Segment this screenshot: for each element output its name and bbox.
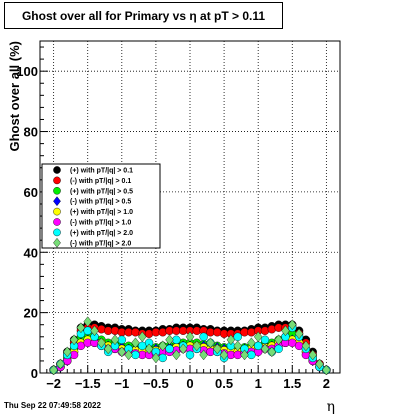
x-tick-label: −1 [114, 376, 129, 391]
legend-marker [53, 228, 61, 237]
legend-marker [53, 196, 61, 207]
data-point [97, 325, 106, 334]
series-8 [49, 316, 331, 376]
data-point [288, 319, 297, 331]
data-point [253, 331, 263, 343]
data-point [158, 328, 167, 337]
legend-label: (+) with pT/|q| > 0.5 [70, 188, 133, 195]
data-point [138, 331, 147, 343]
data-point [247, 328, 256, 337]
chart-title: Ghost over all for Primary vs η at pT > … [21, 9, 266, 23]
data-point [260, 343, 270, 355]
y-tick-label: 0 [31, 366, 38, 381]
data-point [240, 349, 249, 361]
timestamp: Thu Sep 22 07:49:58 2022 [4, 401, 101, 410]
data-point [83, 316, 92, 328]
data-point [69, 334, 79, 346]
legend-label: (+) with pT/|q| > 2.0 [70, 230, 133, 237]
data-point [124, 349, 133, 361]
data-point [274, 334, 283, 346]
data-point [165, 334, 174, 346]
data-point [322, 364, 331, 376]
data-point [281, 325, 290, 337]
data-point [301, 340, 311, 352]
y-tick-label: 100 [16, 64, 38, 79]
grid [40, 41, 340, 373]
data-point [199, 332, 208, 341]
data-point [247, 337, 256, 349]
legend-label: (-) with pT/|q| > 0.1 [70, 178, 131, 185]
x-tick-label: −1.5 [75, 376, 101, 391]
data-point [56, 358, 65, 370]
data-point [260, 326, 270, 335]
legend-label: (-) with pT/|q| > 1.0 [70, 220, 131, 227]
data-point [131, 337, 140, 349]
data-point [185, 331, 195, 343]
data-point [110, 326, 120, 335]
data-point [131, 328, 140, 337]
y-tick-label: 20 [24, 306, 38, 321]
data-point [90, 325, 99, 337]
data-point [226, 334, 236, 346]
x-tick-label: 0.5 [215, 376, 233, 391]
data-point [185, 350, 195, 360]
data-point [267, 346, 277, 358]
data-point [178, 343, 188, 355]
x-tick-label: 0 [186, 376, 193, 391]
legend-marker [53, 237, 61, 248]
legend-marker [53, 186, 61, 195]
data-point [192, 340, 202, 352]
y-tick-label: 80 [24, 125, 38, 140]
data-point [206, 337, 215, 349]
legend-label: (-) with pT/|q| > 2.0 [70, 240, 131, 247]
data-point [158, 340, 167, 352]
y-tick-label: 60 [24, 185, 38, 200]
data-point [97, 337, 106, 349]
data-point [308, 349, 317, 361]
data-point [267, 325, 277, 334]
legend-box [41, 163, 161, 249]
x-tick-label: 1 [255, 376, 262, 391]
data-point [63, 346, 72, 358]
legend-label: (+) with pT/|q| > 1.0 [70, 209, 133, 216]
legend-marker [53, 176, 61, 185]
data-point [117, 346, 127, 358]
legend-label: (+) with pT/|q| > 0.1 [70, 168, 133, 175]
data-point [172, 349, 181, 361]
x-tick-label: −0.5 [143, 376, 169, 391]
data-point [213, 343, 222, 355]
x-tick-label: 2 [323, 376, 330, 391]
data-point [76, 322, 86, 334]
data-point [294, 328, 304, 340]
data-point [233, 340, 242, 352]
y-axis-label: Ghost over all (%) [7, 41, 22, 152]
x-axis-label: η [327, 399, 335, 414]
data-points [49, 316, 331, 376]
data-point [213, 328, 222, 337]
data-point [219, 349, 229, 361]
y-tick-label: 40 [24, 245, 38, 260]
data-point [49, 364, 58, 376]
x-tick-label: 1.5 [283, 376, 301, 391]
data-point [144, 343, 154, 355]
legend: (+) with pT/|q| > 0.1 (-) with pT/|q| > 0… [41, 163, 161, 249]
data-point [151, 352, 161, 364]
legend-marker [53, 207, 61, 216]
data-point [199, 349, 208, 361]
legend-label: (-) with pT/|q| > 0.5 [70, 199, 131, 206]
data-point [110, 334, 120, 346]
data-point [103, 343, 113, 355]
x-tick-label: −2 [46, 376, 61, 391]
chart-title-box: Ghost over all for Primary vs η at pT > … [4, 2, 283, 29]
data-point [315, 358, 324, 370]
legend-marker [53, 218, 61, 226]
legend-marker [53, 166, 61, 174]
